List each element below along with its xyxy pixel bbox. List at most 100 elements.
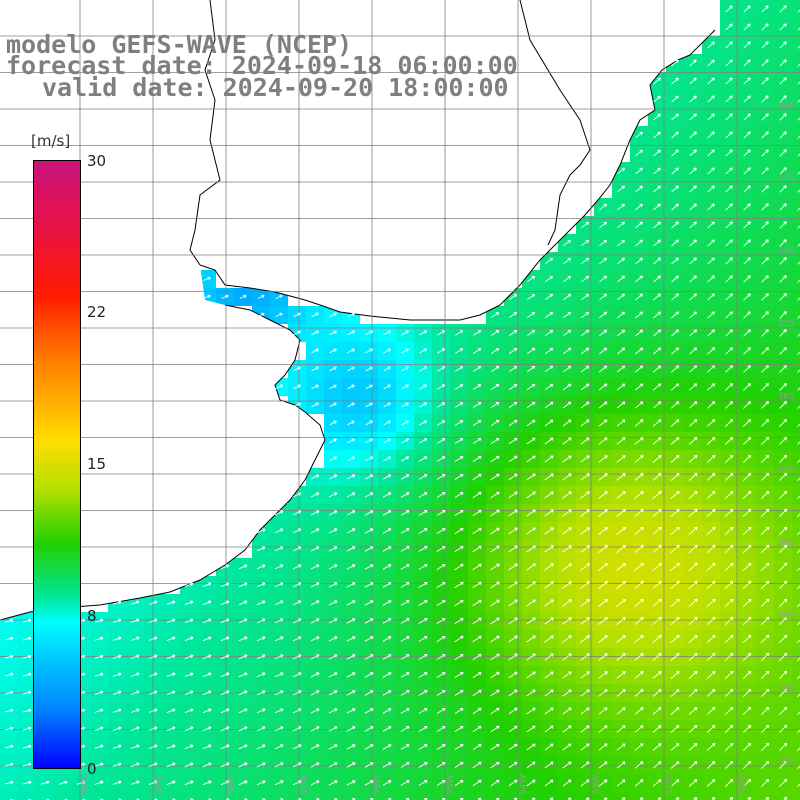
- wind-arrow: [328, 474, 338, 480]
- latitude-label: 38S: [778, 538, 795, 548]
- wind-arrow: [382, 744, 392, 750]
- wind-arrow: [670, 562, 680, 572]
- wind-arrow: [724, 688, 734, 697]
- wind-speed-cell: [198, 792, 216, 800]
- wind-arrow: [346, 582, 356, 588]
- wind-arrow: [653, 221, 661, 229]
- wind-arrow: [490, 707, 500, 715]
- wind-arrow: [184, 582, 194, 588]
- wind-arrow: [436, 653, 446, 660]
- wind-arrow: [112, 636, 122, 641]
- wind-arrow: [166, 672, 176, 678]
- wind-arrow: [238, 618, 248, 624]
- wind-arrow: [220, 708, 230, 714]
- wind-arrow: [779, 418, 788, 427]
- wind-speed-cell: [594, 792, 612, 800]
- wind-arrow: [634, 634, 644, 643]
- wind-arrow: [274, 564, 284, 570]
- wind-arrow: [689, 131, 697, 139]
- wind-arrow: [599, 311, 608, 319]
- wind-arrow: [508, 527, 518, 535]
- wind-arrow: [184, 672, 194, 678]
- wind-arrow: [526, 599, 536, 607]
- wind-arrow: [328, 780, 338, 786]
- wind-arrow: [544, 671, 554, 679]
- wind-arrow: [346, 726, 356, 732]
- wind-arrow: [418, 726, 428, 732]
- wind-arrow: [544, 401, 554, 409]
- wind-arrow: [365, 330, 373, 336]
- wind-speed-cell: [792, 558, 800, 576]
- wind-arrow: [796, 711, 800, 716]
- wind-arrow: [778, 670, 788, 680]
- wind-arrow: [797, 63, 800, 67]
- wind-speed-cell: [792, 288, 800, 306]
- wind-speed-cell: [162, 792, 180, 800]
- wind-arrow: [760, 454, 770, 463]
- wind-arrow: [761, 113, 769, 121]
- wind-arrow: [526, 401, 536, 409]
- wind-arrow: [544, 527, 554, 535]
- wind-arrow: [797, 477, 800, 482]
- wind-arrow: [436, 689, 446, 696]
- wind-arrow: [184, 600, 194, 606]
- wind-arrow: [544, 563, 554, 571]
- wind-arrow: [689, 239, 697, 247]
- wind-arrow: [418, 564, 428, 570]
- wind-arrow: [382, 780, 392, 786]
- wind-arrow: [778, 490, 788, 500]
- wind-arrow: [797, 333, 800, 337]
- wind-arrow: [40, 780, 50, 785]
- wind-arrow: [724, 472, 734, 481]
- wind-speed-cell: [792, 378, 800, 396]
- wind-arrow: [292, 762, 302, 768]
- wind-arrow: [454, 509, 464, 516]
- wind-arrow: [418, 456, 428, 462]
- wind-arrow: [598, 707, 608, 715]
- wind-arrow: [580, 401, 590, 409]
- wind-arrow: [616, 491, 626, 499]
- longitude-labels: 60W 59W 58W 57W 56W 55W 54W 53W 52W 51W: [81, 775, 748, 795]
- wind-arrow: [562, 581, 572, 589]
- wind-arrow: [544, 761, 554, 769]
- wind-speed-cell: [792, 342, 800, 360]
- wind-arrow: [562, 473, 572, 481]
- wind-arrow: [526, 707, 536, 715]
- wind-arrow: [598, 725, 608, 733]
- wind-arrow: [580, 473, 590, 481]
- wind-arrow: [364, 546, 374, 552]
- wind-arrow: [688, 598, 698, 608]
- wind-arrow: [706, 419, 716, 427]
- wind-arrow: [689, 221, 697, 229]
- wind-arrow: [598, 383, 608, 391]
- wind-arrow: [652, 707, 662, 715]
- wind-arrow: [328, 618, 338, 624]
- wind-arrow: [562, 689, 572, 697]
- wind-arrow: [761, 185, 769, 193]
- wind-arrow: [761, 329, 769, 337]
- wind-arrow: [364, 636, 374, 642]
- wind-arrow: [797, 81, 800, 85]
- wind-arrow: [472, 779, 482, 787]
- wind-arrow: [220, 780, 230, 786]
- longitude-label: 59W: [154, 775, 164, 795]
- wind-speed-cell: [792, 774, 800, 792]
- wind-arrow: [4, 654, 14, 659]
- wind-arrow: [779, 203, 787, 211]
- wind-arrow: [369, 798, 374, 800]
- wind-arrow: [635, 275, 644, 283]
- wind-arrow: [706, 437, 716, 445]
- longitude-label: 58W: [227, 775, 237, 795]
- wind-arrow: [454, 743, 464, 750]
- wind-arrow: [670, 490, 680, 499]
- wind-arrow: [779, 95, 787, 103]
- wind-arrow: [544, 437, 554, 445]
- wind-arrow: [436, 456, 446, 462]
- wind-arrow: [778, 742, 788, 752]
- wind-arrow: [616, 779, 626, 787]
- wind-speed-cell: [792, 162, 800, 180]
- wind-arrow: [472, 725, 482, 733]
- wind-arrow: [688, 779, 698, 787]
- wind-arrow: [166, 690, 176, 696]
- wind-arrow: [526, 779, 536, 787]
